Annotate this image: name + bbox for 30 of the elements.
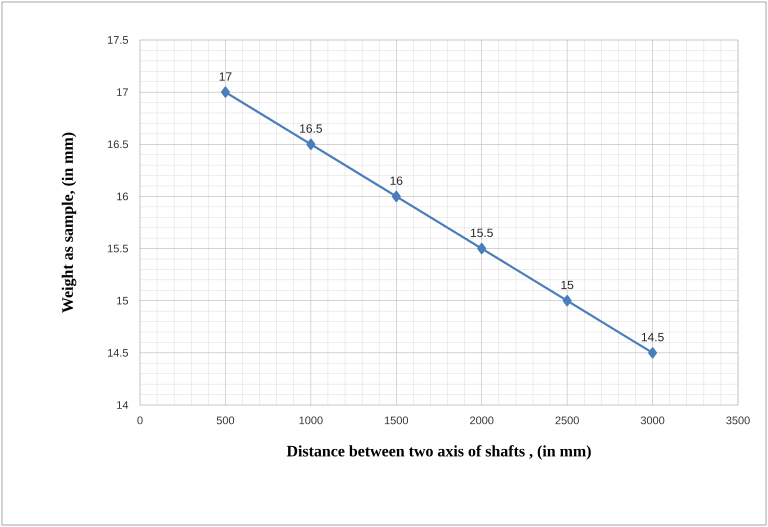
point: [306, 138, 316, 150]
x-tick-label: 2000: [470, 416, 494, 424]
x-tick-label: 3500: [726, 416, 750, 424]
y-tick-label: 16: [117, 192, 128, 200]
x-axis-title: Distance between two axis of shafts , (in mm): [286, 445, 591, 460]
point: [220, 86, 230, 98]
point: [477, 242, 486, 254]
data-label: 15: [561, 280, 574, 290]
y-axis-title: Weight as sample, (in mm): [62, 132, 76, 313]
x-tick-label: 2500: [556, 416, 579, 424]
point: [392, 190, 401, 202]
x-tick-label: 1000: [299, 416, 323, 424]
data-label: 16: [390, 176, 402, 185]
x-tick-label: 500: [216, 416, 234, 424]
x-tick-label: 1500: [384, 416, 408, 424]
y-tick-label: 15: [117, 296, 128, 305]
data-label: 17: [220, 72, 232, 81]
y-tick-label: 17: [117, 88, 128, 96]
data-label: 16.5: [300, 124, 322, 133]
x-tick-label: 0: [137, 416, 143, 424]
y-tick-label: 15.5: [108, 244, 128, 252]
y-tick-label: 17.5: [108, 36, 128, 44]
y-tick-label: 14: [117, 401, 128, 409]
y-tick-label: 16.5: [108, 140, 128, 148]
point: [562, 295, 572, 306]
data-label: 14.5: [642, 333, 664, 342]
y-tick-label: 14.5: [108, 349, 128, 357]
x-tick-label: 3000: [640, 416, 664, 424]
data-label: 15.5: [470, 228, 493, 238]
point: [648, 347, 658, 358]
